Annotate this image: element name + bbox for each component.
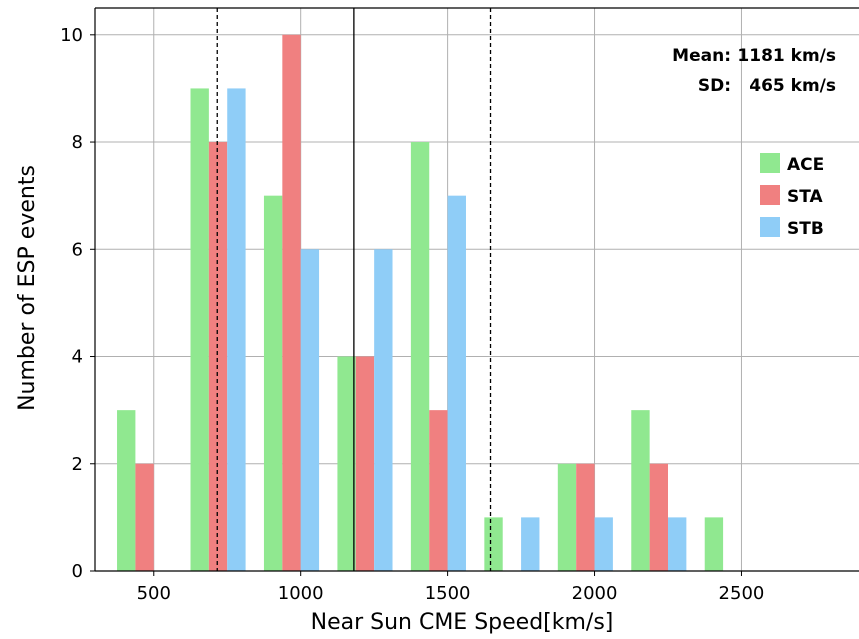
sd-value: 465 km/s <box>749 76 836 96</box>
reference-lines <box>216 8 492 571</box>
mean-label: Mean: <box>672 46 731 66</box>
y-tick-label: 2 <box>72 454 83 475</box>
x-tick-label: 1500 <box>425 583 471 604</box>
bar-ace <box>631 410 650 571</box>
legend-label-ace: ACE <box>787 155 824 175</box>
bar-stb <box>300 249 320 572</box>
bar-stb <box>594 517 613 571</box>
bar-stb <box>227 88 246 571</box>
bar-sta <box>429 410 448 571</box>
bar-stb <box>447 195 466 571</box>
bar-stb <box>521 517 540 571</box>
x-tick-label: 2500 <box>719 583 765 604</box>
sd-label: SD: <box>698 76 731 96</box>
y-tick-label: 4 <box>72 347 83 368</box>
stats-annotation: Mean: 1181 km/s SD: 465 km/s <box>672 46 836 96</box>
tick-labels: 500 1000 1500 2000 2500 0 2 4 6 8 10 <box>60 25 764 604</box>
x-tick-label: 2000 <box>572 583 618 604</box>
bar-ace <box>337 356 356 571</box>
bar-sta <box>576 463 595 571</box>
y-axis-label: Number of ESP events <box>15 165 40 411</box>
mean-value: 1181 km/s <box>737 46 836 66</box>
x-tick-label: 1000 <box>278 583 324 604</box>
bar-ace <box>704 517 724 571</box>
bar-stb <box>668 517 687 571</box>
y-tick-label: 8 <box>72 132 83 153</box>
legend-label-stb: STB <box>787 219 824 239</box>
bar-sta <box>649 463 668 571</box>
bar-sta <box>208 142 228 572</box>
bar-sta <box>282 34 301 572</box>
x-tick-label: 500 <box>137 583 171 604</box>
legend-swatch-sta <box>760 185 780 205</box>
bar-sta <box>135 463 154 571</box>
legend-swatch-ace <box>760 153 780 173</box>
bar-stb <box>374 249 393 572</box>
bars <box>117 34 724 572</box>
bar-sta <box>355 356 375 571</box>
bar-ace <box>557 463 577 571</box>
bar-ace <box>410 142 430 572</box>
bar-ace <box>484 517 503 571</box>
x-axis-label: Near Sun CME Speed[km/s] <box>311 610 614 635</box>
y-tick-label: 6 <box>72 239 83 260</box>
bar-ace <box>117 410 136 571</box>
legend-swatch-stb <box>760 217 780 237</box>
bar-ace <box>263 195 283 571</box>
legend-label-sta: STA <box>787 187 824 207</box>
legend: ACE STA STB <box>760 153 824 239</box>
bar-ace <box>190 88 209 571</box>
y-tick-label: 10 <box>60 25 83 46</box>
axes <box>90 7 859 576</box>
y-tick-label: 0 <box>72 561 83 582</box>
